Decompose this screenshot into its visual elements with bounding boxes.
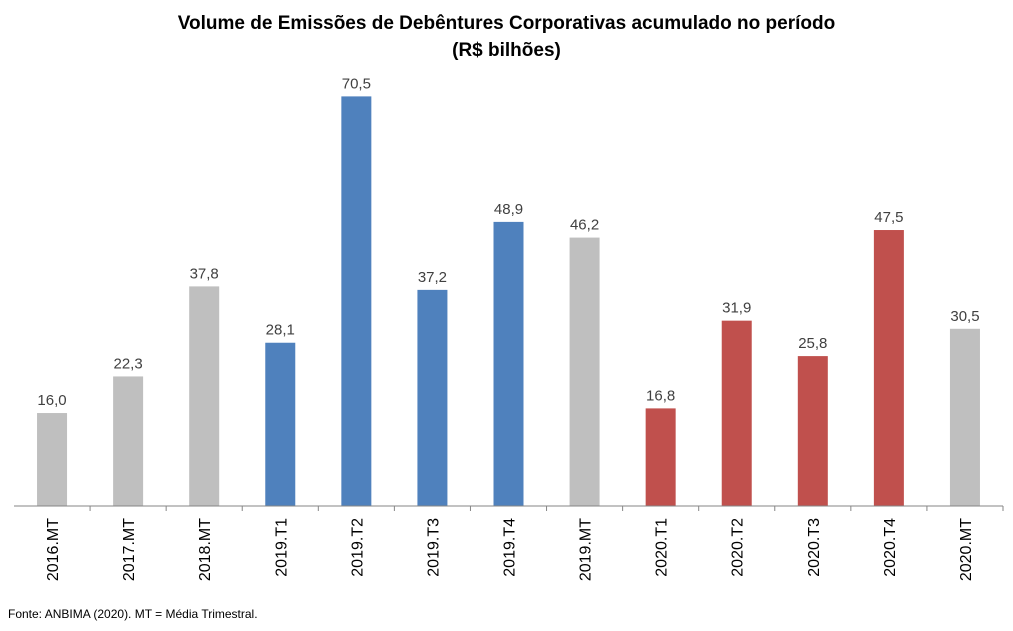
bar-2019.MT <box>569 237 600 506</box>
x-tick-label-2019.T3: 2019.T3 <box>425 518 442 577</box>
data-label-2019.T3: 37,2 <box>418 269 447 286</box>
bar-2019.T3 <box>417 289 448 506</box>
x-tick-label-2020.T3: 2020.T3 <box>806 518 823 577</box>
bar-2017.MT <box>113 376 144 506</box>
x-tick-label-2016.MT: 2016.MT <box>45 518 62 581</box>
bar-2020.T4 <box>873 230 904 506</box>
x-tick-label-2020.MT: 2020.MT <box>958 518 975 581</box>
x-tick-label-2020.T1: 2020.T1 <box>654 518 671 577</box>
data-label-2017.MT: 22,3 <box>114 355 143 372</box>
data-label-2020.T4: 47,5 <box>874 209 903 226</box>
data-label-2019.MT: 46,2 <box>570 217 599 234</box>
x-tick-label-2020.T2: 2020.T2 <box>730 518 747 577</box>
data-label-2020.MT: 30,5 <box>950 308 979 325</box>
data-label-2019.T2: 70,5 <box>342 75 371 92</box>
data-label-2016.MT: 16,0 <box>37 392 66 409</box>
x-tick-label-2019.T2: 2019.T2 <box>349 518 366 577</box>
bar-2020.T1 <box>645 408 676 506</box>
bar-2019.T4 <box>493 221 524 507</box>
data-label-2020.T3: 25,8 <box>798 335 827 352</box>
bar-2020.MT <box>949 328 980 506</box>
bar-2020.T3 <box>797 356 828 506</box>
bar-2018.MT <box>189 286 220 506</box>
bar-2019.T1 <box>265 342 296 506</box>
data-label-2020.T1: 16,8 <box>646 387 675 404</box>
x-tick-label-2019.T4: 2019.T4 <box>502 518 519 577</box>
data-label-2019.T4: 48,9 <box>494 201 523 218</box>
data-label-2018.MT: 37,8 <box>190 265 219 282</box>
chart-title-line1: Volume de Emissões de Debêntures Corpora… <box>177 13 836 34</box>
bar-chart: 16,0 2016.MT 22,3 2017.MT 37,8 2018.MT 28,1 201… <box>14 75 1004 581</box>
x-tick-label-2017.MT: 2017.MT <box>121 518 138 581</box>
source-note: Fonte: ANBIMA (2020). MT = Média Trimest… <box>8 607 258 621</box>
chart-title-line2: (R$ bilhões) <box>452 40 561 61</box>
x-tick-label-2019.T1: 2019.T1 <box>273 518 290 577</box>
bar-2016.MT <box>37 413 68 506</box>
bar-2019.T2 <box>341 96 372 507</box>
x-tick-label-2020.T4: 2020.T4 <box>882 518 899 577</box>
chart-title: Volume de Emissões de Debêntures Corpora… <box>0 10 1013 64</box>
data-label-2020.T2: 31,9 <box>722 300 751 317</box>
data-label-2019.T1: 28,1 <box>266 322 295 339</box>
x-tick-label-2019.MT: 2019.MT <box>578 518 595 581</box>
bar-2020.T2 <box>721 320 752 506</box>
x-tick-label-2018.MT: 2018.MT <box>197 518 214 581</box>
